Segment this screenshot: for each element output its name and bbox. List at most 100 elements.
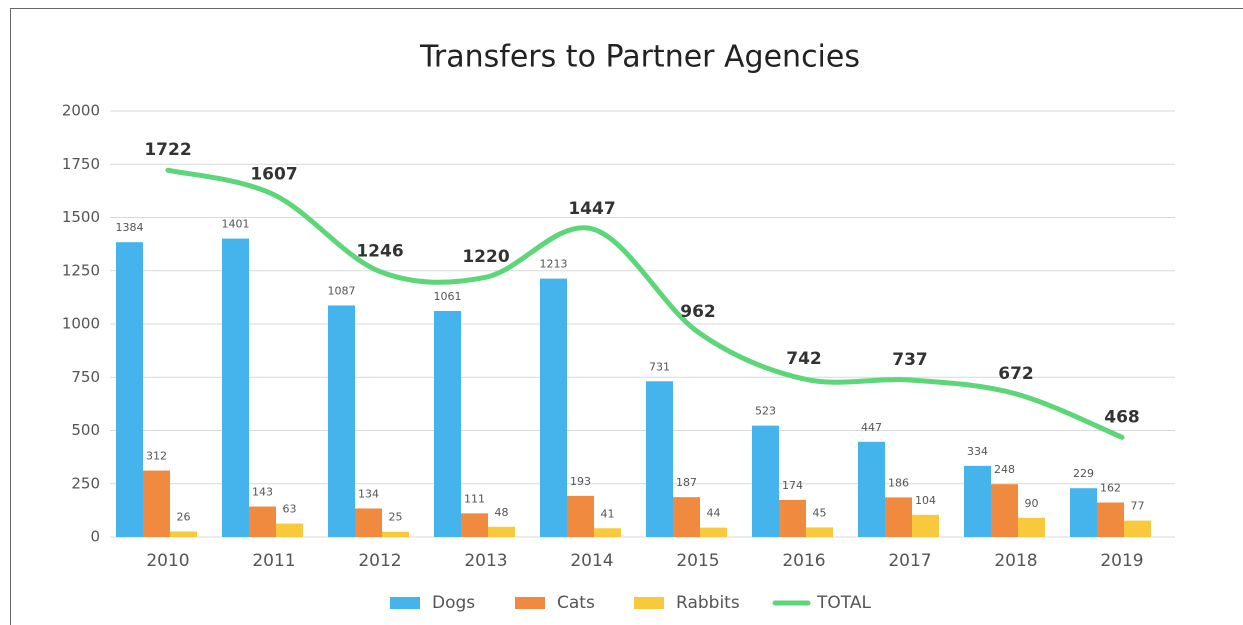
bar bbox=[249, 506, 276, 537]
x-tick-label: 2016 bbox=[782, 551, 825, 571]
line-value-label: 737 bbox=[892, 350, 928, 370]
value-label: 334 bbox=[967, 445, 988, 458]
bar bbox=[1124, 520, 1151, 537]
bar bbox=[567, 495, 594, 537]
value-label: 248 bbox=[994, 463, 1015, 476]
value-label: 731 bbox=[649, 360, 670, 373]
bar bbox=[355, 508, 382, 537]
legend-label: Rabbits bbox=[676, 593, 740, 613]
y-tick-label: 0 bbox=[90, 528, 100, 546]
x-tick-label: 2014 bbox=[570, 551, 613, 571]
legend-label: Dogs bbox=[432, 593, 475, 613]
legend-swatch bbox=[390, 597, 420, 609]
x-tick-label: 2011 bbox=[252, 551, 295, 571]
bar bbox=[434, 311, 461, 537]
value-label: 523 bbox=[755, 405, 776, 418]
bar bbox=[276, 523, 303, 537]
y-tick-label: 750 bbox=[71, 368, 100, 386]
chart-title: Transfers to Partner Agencies bbox=[419, 40, 860, 75]
bar bbox=[170, 531, 197, 537]
value-label: 25 bbox=[389, 511, 403, 524]
line-value-label: 468 bbox=[1104, 407, 1140, 427]
value-label: 104 bbox=[915, 494, 936, 507]
value-label: 111 bbox=[464, 492, 485, 505]
value-label: 45 bbox=[813, 506, 827, 519]
bar bbox=[858, 441, 885, 537]
x-tick-label: 2018 bbox=[994, 551, 1037, 571]
x-tick-label: 2010 bbox=[146, 551, 189, 571]
value-label: 77 bbox=[1131, 500, 1145, 513]
bar bbox=[964, 465, 991, 537]
value-label: 134 bbox=[358, 487, 379, 500]
bar bbox=[1018, 517, 1045, 537]
value-label: 1384 bbox=[116, 221, 144, 234]
value-label: 90 bbox=[1025, 497, 1039, 510]
bar bbox=[461, 513, 488, 537]
value-label: 1087 bbox=[328, 284, 356, 297]
x-tick-label: 2012 bbox=[358, 551, 401, 571]
x-tick-label: 2013 bbox=[464, 551, 507, 571]
legend-swatch bbox=[634, 597, 664, 609]
bar bbox=[912, 514, 939, 537]
line-value-label: 962 bbox=[680, 302, 716, 322]
value-label: 186 bbox=[888, 476, 909, 489]
value-label: 1401 bbox=[222, 218, 250, 231]
total-line bbox=[165, 167, 1125, 440]
value-label: 312 bbox=[146, 450, 167, 463]
value-label: 143 bbox=[252, 486, 273, 499]
value-label: 229 bbox=[1073, 467, 1094, 480]
value-label: 1061 bbox=[434, 290, 462, 303]
bar bbox=[646, 381, 673, 537]
bar bbox=[885, 497, 912, 537]
legend-label: Cats bbox=[557, 593, 595, 613]
line-value-label: 1447 bbox=[568, 199, 615, 219]
y-tick-label: 1750 bbox=[62, 155, 100, 173]
value-label: 26 bbox=[177, 510, 191, 523]
bar bbox=[700, 527, 727, 537]
value-label: 63 bbox=[283, 503, 297, 516]
bar bbox=[594, 528, 621, 537]
line-value-label: 672 bbox=[998, 364, 1034, 384]
bar bbox=[382, 531, 409, 537]
value-label: 193 bbox=[570, 475, 591, 488]
y-tick-label: 1500 bbox=[62, 208, 100, 226]
value-label: 162 bbox=[1100, 481, 1121, 494]
y-tick-label: 1250 bbox=[62, 261, 100, 279]
legend-swatch bbox=[515, 597, 545, 609]
bar bbox=[991, 484, 1018, 537]
bar bbox=[779, 499, 806, 537]
line-value-label: 1722 bbox=[144, 140, 191, 160]
line-value-label: 1607 bbox=[250, 165, 297, 185]
bar bbox=[673, 497, 700, 537]
line-value-label: 742 bbox=[786, 349, 822, 369]
bar bbox=[143, 470, 170, 537]
x-tick-label: 2019 bbox=[1100, 551, 1143, 571]
bar bbox=[540, 278, 567, 537]
y-tick-label: 250 bbox=[71, 474, 100, 492]
y-tick-label: 500 bbox=[71, 421, 100, 439]
bar bbox=[1070, 488, 1097, 537]
value-label: 41 bbox=[601, 507, 615, 520]
frame bbox=[10, 8, 1243, 625]
y-tick-label: 2000 bbox=[62, 102, 100, 120]
value-label: 48 bbox=[495, 506, 509, 519]
value-label: 1213 bbox=[540, 258, 568, 271]
x-tick-label: 2015 bbox=[676, 551, 719, 571]
bar bbox=[222, 238, 249, 537]
value-label: 174 bbox=[782, 479, 803, 492]
value-label: 187 bbox=[676, 476, 697, 489]
bar bbox=[328, 305, 355, 537]
value-label: 44 bbox=[707, 507, 721, 520]
bar bbox=[116, 242, 143, 537]
legend-label: TOTAL bbox=[816, 593, 871, 613]
value-label: 447 bbox=[861, 421, 882, 434]
bar bbox=[1097, 502, 1124, 537]
bar bbox=[752, 425, 779, 537]
bar bbox=[488, 526, 515, 537]
y-tick-label: 1000 bbox=[62, 315, 100, 333]
line-value-label: 1220 bbox=[462, 247, 509, 267]
bar bbox=[806, 527, 833, 537]
line-value-label: 1246 bbox=[356, 242, 403, 262]
x-tick-label: 2017 bbox=[888, 551, 931, 571]
